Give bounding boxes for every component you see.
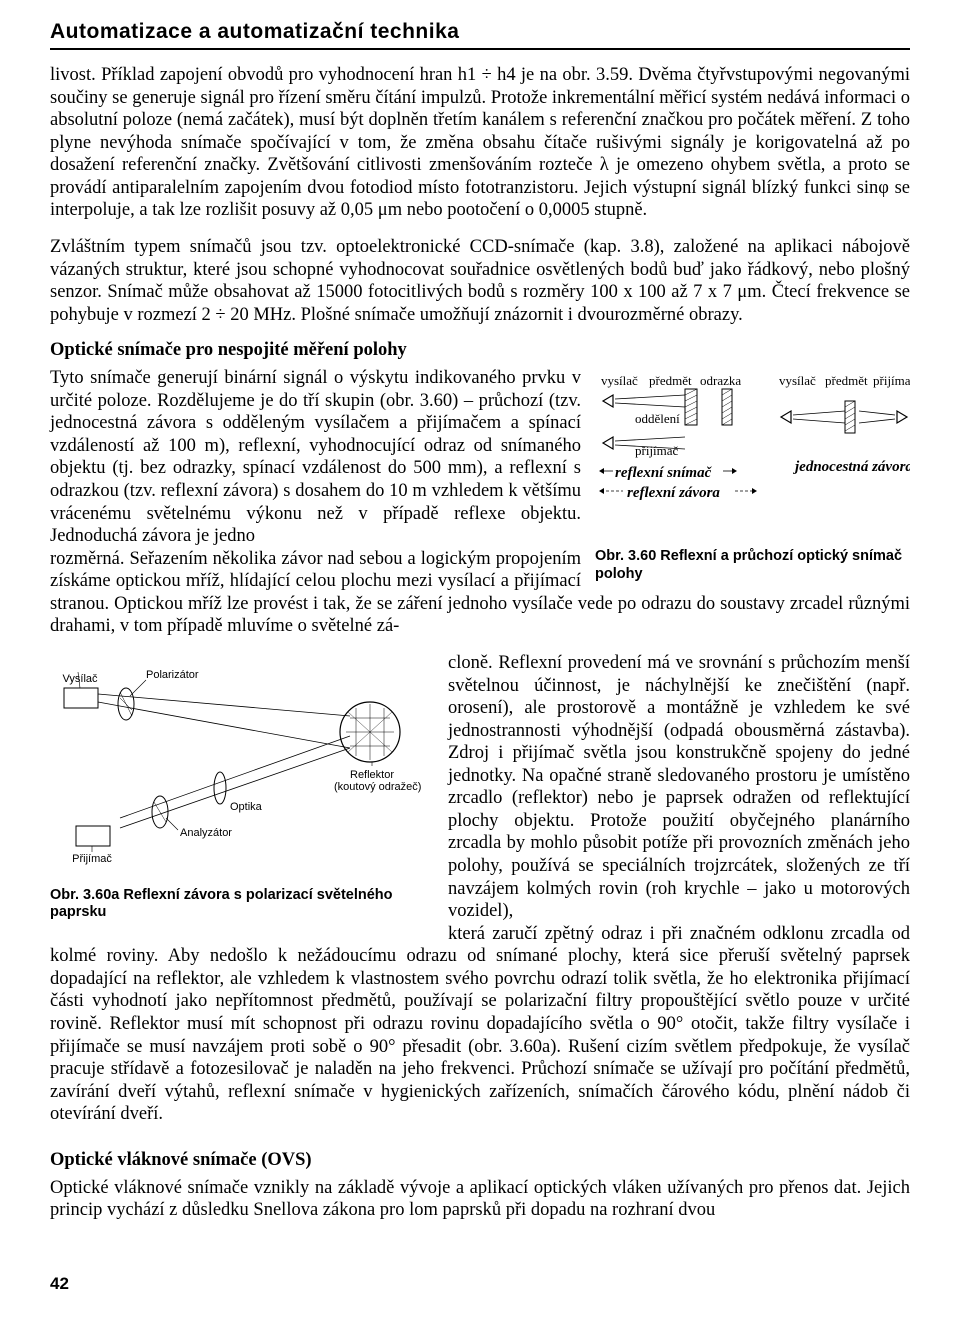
paragraph-3d: která zaručí zpětný odraz i při značném … [50,923,910,1126]
label-reflexni-zavora: reflexní závora [627,485,720,501]
receiver-left-icon [603,437,613,449]
emitter-left-icon [603,395,613,407]
label-jednocestna: jednocestná závora [793,459,910,475]
label-prijimac-left: přijímač [635,443,679,458]
figure-3-60a-svg: Vysílač Polarizátor Reflektor (koutový o… [50,658,430,878]
label-vysilac-left: vysílač [601,373,638,388]
label-reflexni-snimac: reflexní snímač [615,465,713,481]
page-number: 42 [50,1274,69,1294]
label-predmet-right: předmět [825,373,868,388]
subheading-1: Optické snímače pro nespojité měření pol… [50,340,910,361]
figure-3-60-svg: vysílač předmět odrazka oddě [595,371,910,539]
label-vysilac-right: vysílač [779,373,816,388]
paragraph-2: Zvláštním typem snímačů jsou tzv. optoel… [50,236,910,326]
label-predmet-left: předmět [649,373,692,388]
figure-3-60a-caption: Obr. 3.60a Reflexní závora s polarizací … [50,887,430,922]
label-60a-reflektor-sub: (koutový odražeč) [334,781,421,793]
emitter-right-icon [781,411,791,423]
paragraph-4: Optické vláknové snímače vznikly na zákl… [50,1177,910,1222]
subheading-2: Optické vláknové snímače (OVS) [50,1150,910,1171]
figure-3-60a: Vysílač Polarizátor Reflektor (koutový o… [50,658,430,922]
receiver-right-icon [897,411,907,423]
label-odrazka: odrazka [700,373,741,388]
figure-3-60: vysílač předmět odrazka oddě [595,371,910,583]
label-60a-analyzator: Analyzátor [180,827,232,839]
label-60a-polarizator: Polarizátor [146,669,199,681]
label-60a-optika: Optika [230,801,263,813]
label-60a-reflektor: Reflektor [350,769,394,781]
section-header: Automatizace a automatizační technika [50,20,910,50]
figure-3-60-caption: Obr. 3.60 Reflexní a průchozí optický sn… [595,548,910,583]
label-60a-prijimac: Přijímač [72,853,112,865]
label-prijimac-right: přijímač [873,373,910,388]
paragraph-1: livost. Příklad zapojení obvodů pro vyho… [50,64,910,222]
label-60a-vysilac: Vysílač [62,673,98,685]
label-oddeleni: oddělení [635,411,680,426]
